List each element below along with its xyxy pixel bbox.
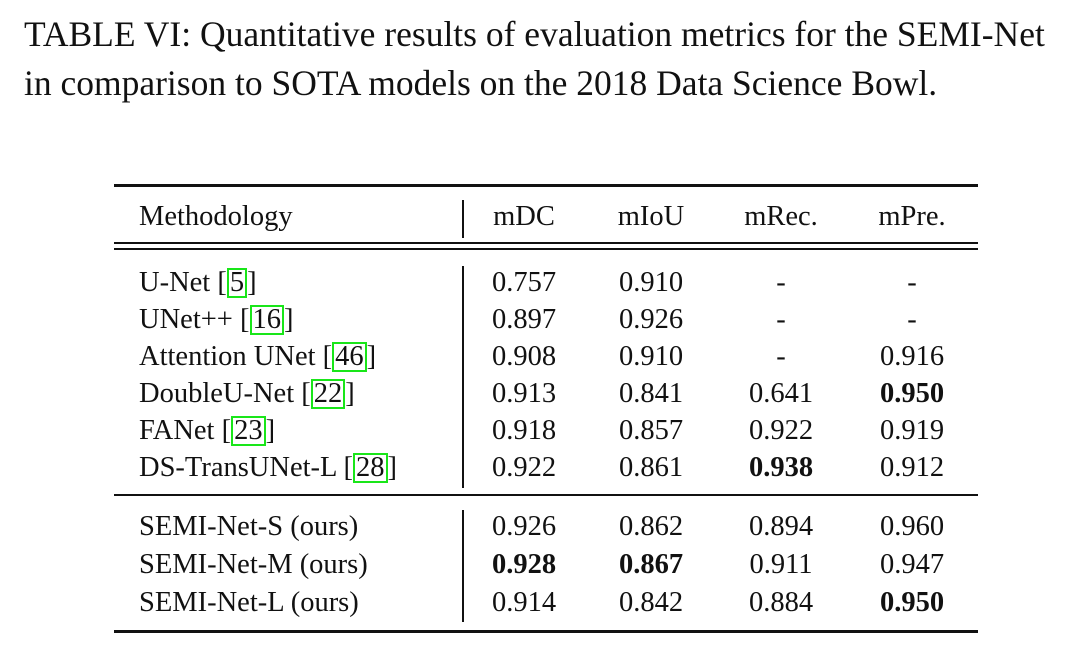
- cell-miou-best: 0.867: [618, 549, 684, 580]
- row-method-ours: SEMI-Net-L (ours): [139, 587, 359, 618]
- header-double-rule-2: [114, 248, 978, 250]
- citation-link[interactable]: 23: [231, 416, 266, 446]
- group-separator-rule: [114, 494, 978, 496]
- cell-mpre-best: 0.950: [879, 587, 945, 618]
- header-mpre: mPre.: [878, 201, 946, 232]
- header-column-divider: [462, 200, 464, 238]
- row-method: DoubleU-Net [22]: [139, 378, 355, 409]
- row-method: FANet [23]: [139, 415, 276, 446]
- cell-mrec: -: [776, 267, 786, 298]
- baseline-column-divider: [462, 266, 464, 488]
- header-mrec: mRec.: [744, 201, 818, 232]
- header-miou: mIoU: [617, 201, 685, 232]
- row-method-ours: SEMI-Net-M (ours): [139, 549, 368, 580]
- cell-mrec: -: [776, 341, 786, 372]
- citation-link[interactable]: 46: [332, 342, 367, 372]
- row-method-ours: SEMI-Net-S (ours): [139, 511, 359, 542]
- cell-miou: 0.910: [618, 267, 684, 298]
- cell-mpre: 0.912: [879, 452, 945, 483]
- cell-mdc: 0.913: [491, 378, 557, 409]
- cell-miou: 0.861: [618, 452, 684, 483]
- header-methodology: Methodology: [139, 201, 293, 232]
- row-method: DS-TransUNet-L [28]: [139, 452, 398, 483]
- bottom-rule: [114, 630, 978, 633]
- cell-mrec: 0.894: [748, 511, 814, 542]
- cell-mdc: 0.926: [491, 511, 557, 542]
- cell-mdc: 0.922: [491, 452, 557, 483]
- row-method: Attention UNet [46]: [139, 341, 377, 372]
- cell-mpre-best: 0.950: [879, 378, 945, 409]
- cell-mpre: 0.916: [879, 341, 945, 372]
- cell-mpre: 0.947: [879, 549, 945, 580]
- row-method: U-Net [5]: [139, 267, 257, 298]
- header-mdc: mDC: [493, 201, 555, 232]
- cell-miou: 0.841: [618, 378, 684, 409]
- cell-miou: 0.862: [618, 511, 684, 542]
- cell-mdc: 0.918: [491, 415, 557, 446]
- cell-mrec: -: [776, 304, 786, 335]
- cell-mdc: 0.908: [491, 341, 557, 372]
- cell-miou: 0.842: [618, 587, 684, 618]
- cell-miou: 0.910: [618, 341, 684, 372]
- ours-column-divider: [462, 510, 464, 622]
- cell-mdc: 0.914: [491, 587, 557, 618]
- cell-miou: 0.857: [618, 415, 684, 446]
- citation-link[interactable]: 5: [226, 268, 248, 298]
- top-rule: [114, 184, 978, 187]
- cell-mpre: -: [907, 267, 917, 298]
- table-caption: TABLE VI: Quantitative results of evalua…: [24, 14, 1045, 103]
- cell-mrec: 0.911: [749, 549, 813, 580]
- cell-mdc: 0.897: [491, 304, 557, 335]
- citation-link[interactable]: 28: [353, 453, 388, 483]
- cell-mdc-best: 0.928: [491, 549, 557, 580]
- cell-mrec: 0.884: [748, 587, 814, 618]
- citation-link[interactable]: 16: [249, 305, 285, 335]
- header-double-rule-1: [114, 242, 978, 244]
- cell-mrec: 0.641: [748, 378, 814, 409]
- cell-mpre: 0.960: [879, 511, 945, 542]
- cell-mpre: 0.919: [879, 415, 945, 446]
- cell-mpre: -: [907, 304, 917, 335]
- cell-miou: 0.926: [618, 304, 684, 335]
- cell-mrec: 0.922: [748, 415, 814, 446]
- cell-mdc: 0.757: [491, 267, 557, 298]
- row-method: UNet++ [16]: [139, 304, 294, 335]
- citation-link[interactable]: 22: [310, 379, 346, 409]
- cell-mrec-best: 0.938: [748, 452, 814, 483]
